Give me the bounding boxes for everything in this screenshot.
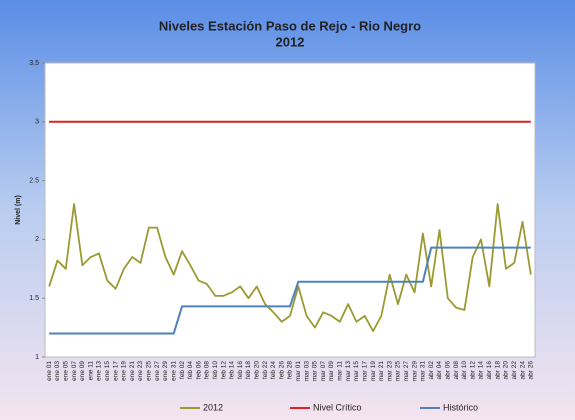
x-tick-label: mar 15	[353, 361, 360, 382]
x-tick-label: abr 12	[469, 361, 476, 380]
x-tick-label: ene 17	[112, 361, 119, 381]
x-tick-label: feb 18	[245, 361, 252, 379]
chart-title: Niveles Estación Paso de Rejo - Rio Negr…	[159, 18, 421, 33]
y-tick-label: 3.5	[29, 60, 39, 67]
legend-label: Histórico	[443, 402, 478, 412]
y-tick-label: 1.5	[29, 295, 39, 302]
x-tick-label: ene 11	[87, 361, 94, 381]
x-tick-label: ene 27	[154, 361, 161, 381]
x-tick-label: ene 23	[137, 361, 144, 381]
x-tick-label: abr 02	[428, 361, 435, 380]
x-tick-label: mar 01	[295, 361, 302, 382]
x-tick-label: feb 02	[179, 361, 186, 379]
x-tick-label: ene 01	[46, 361, 53, 381]
x-tick-label: abr 18	[494, 361, 501, 380]
x-tick-label: abr 26	[528, 361, 535, 380]
x-tick-label: abr 20	[503, 361, 510, 380]
legend-label: 2012	[203, 402, 223, 412]
y-tick-label: 3	[35, 119, 39, 126]
x-tick-label: abr 10	[461, 361, 468, 380]
x-tick-label: feb 20	[253, 361, 260, 379]
chart-subtitle: 2012	[276, 34, 305, 49]
y-axis-label: Nivel (m)	[15, 195, 22, 225]
y-tick-label: 1	[35, 354, 39, 361]
x-tick-label: mar 19	[370, 361, 377, 382]
x-tick-label: ene 19	[121, 361, 128, 381]
x-tick-label: abr 24	[519, 361, 526, 380]
x-tick-label: mar 27	[403, 361, 410, 382]
x-tick-label: mar 31	[420, 361, 427, 382]
x-tick-label: ene 21	[129, 361, 136, 381]
x-tick-label: abr 06	[445, 361, 452, 380]
x-tick-label: feb 08	[204, 361, 211, 379]
x-tick-label: feb 22	[262, 361, 269, 379]
x-tick-label: ene 31	[170, 361, 177, 381]
x-tick-label: abr 22	[511, 361, 518, 380]
legend-label: Nivel Crítico	[313, 402, 362, 412]
x-tick-label: ene 29	[162, 361, 169, 381]
x-tick-label: feb 24	[270, 361, 277, 379]
x-tick-label: abr 08	[453, 361, 460, 380]
y-tick-label: 2	[35, 236, 39, 243]
x-tick-label: mar 11	[337, 361, 344, 381]
x-tick-label: abr 16	[486, 361, 493, 380]
x-tick-label: ene 03	[54, 361, 61, 381]
plot-area	[44, 62, 536, 358]
x-tick-label: feb 28	[287, 361, 294, 379]
x-tick-label: mar 07	[320, 361, 327, 382]
x-tick-label: feb 14	[229, 361, 236, 379]
x-tick-label: ene 13	[96, 361, 103, 381]
x-tick-label: ene 07	[71, 361, 78, 381]
x-tick-label: mar 05	[312, 361, 319, 382]
x-tick-label: mar 13	[345, 361, 352, 382]
x-tick-label: abr 14	[478, 361, 485, 380]
x-tick-label: ene 05	[62, 361, 69, 381]
x-tick-label: feb 26	[278, 361, 285, 379]
x-tick-label: feb 04	[187, 361, 194, 379]
x-tick-label: feb 10	[212, 361, 219, 379]
x-tick-label: ene 25	[146, 361, 153, 381]
x-tick-label: feb 06	[195, 361, 202, 379]
x-tick-label: abr 04	[436, 361, 443, 380]
y-tick-label: 2.5	[29, 177, 39, 184]
x-tick-label: feb 16	[237, 361, 244, 379]
x-tick-label: mar 09	[328, 361, 335, 382]
x-tick-label: feb 12	[220, 361, 227, 379]
x-tick-label: mar 29	[411, 361, 418, 382]
series-line	[48, 203, 532, 333]
x-tick-label: mar 17	[361, 361, 368, 382]
x-tick-label: ene 15	[104, 361, 111, 381]
x-tick-label: mar 25	[395, 361, 402, 382]
x-tick-label: ene 09	[79, 361, 86, 381]
series-line	[49, 246, 531, 335]
x-tick-label: mar 21	[378, 361, 385, 382]
x-tick-label: mar 23	[386, 361, 393, 382]
x-tick-label: mar 03	[303, 361, 310, 382]
